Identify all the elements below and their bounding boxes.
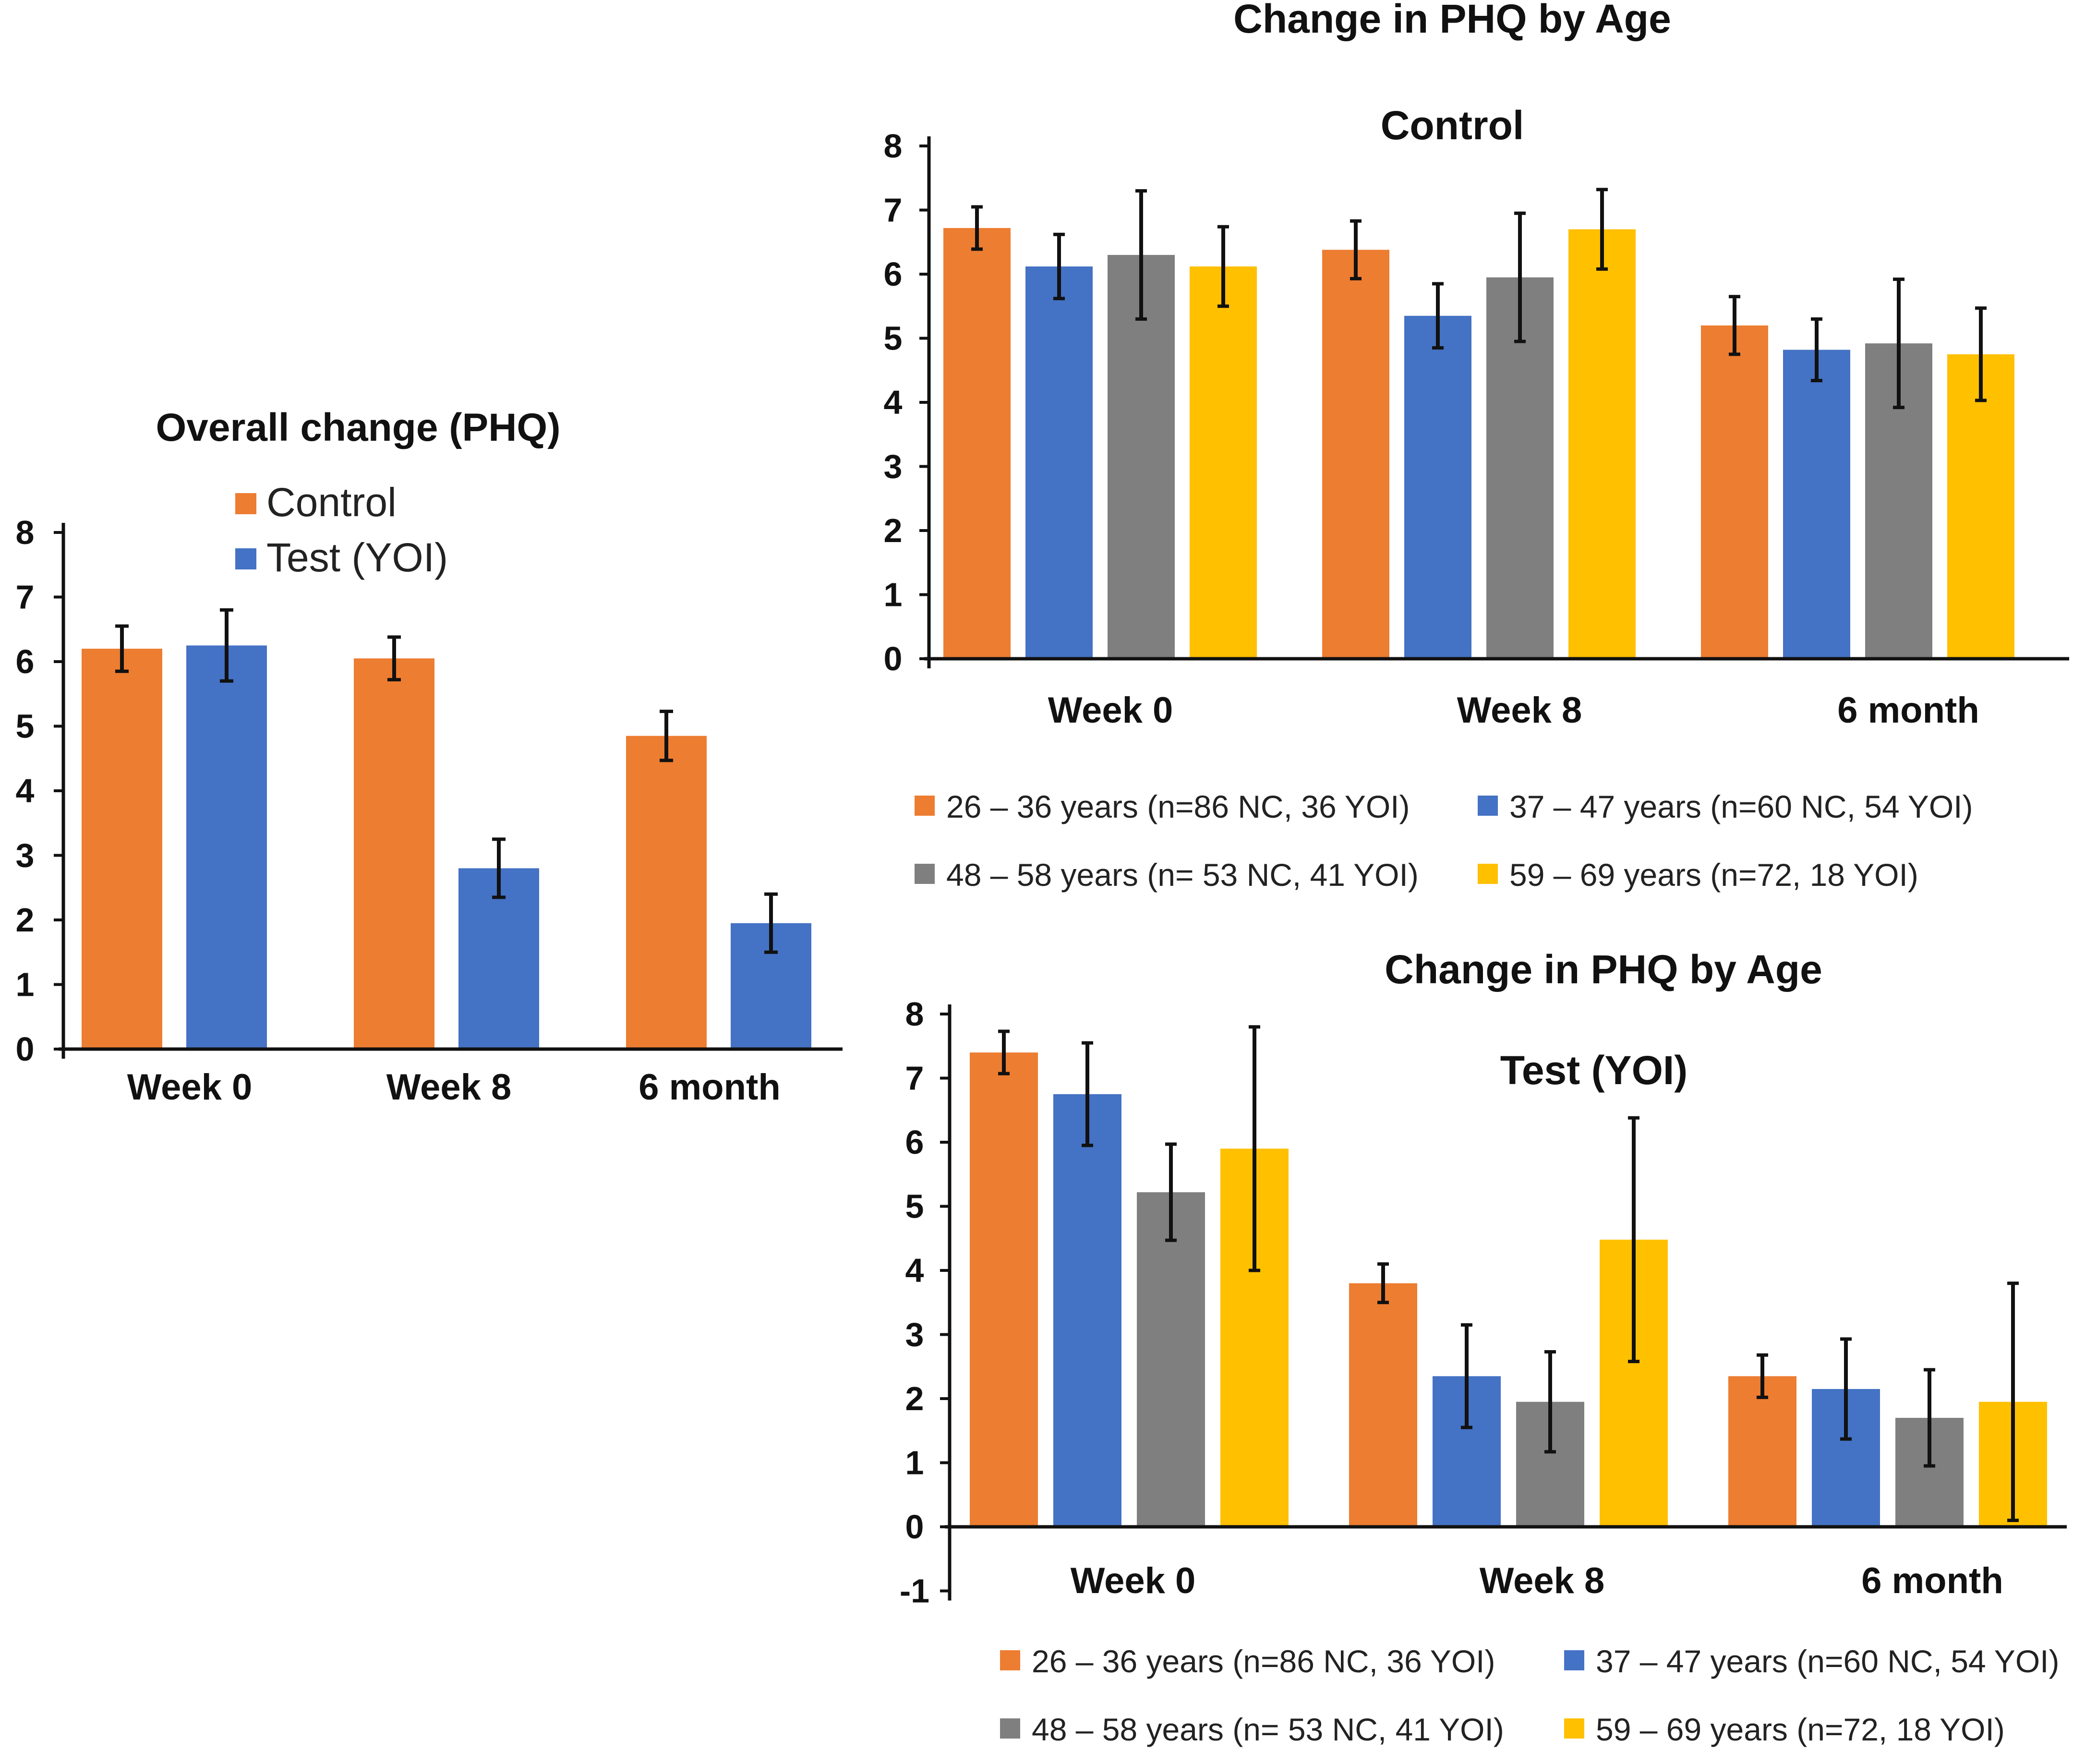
overall-y-tick-label-4: 4 (16, 772, 35, 810)
control-legend-swatch-2 (1478, 796, 1498, 816)
test-y-tick-label-5: 5 (905, 1188, 924, 1225)
overall-y-tick-label-2: 2 (16, 901, 35, 939)
overall-y-tick-label-5: 5 (16, 708, 35, 745)
control-bar-2-2 (1404, 315, 1471, 659)
control-legend-swatch-3 (915, 864, 935, 884)
overall-change-chart: Overall change (PHQ) 0 1 2 3 4 5 6 7 8 Week 0 Week… (16, 406, 843, 1108)
control-legend-swatch-1 (915, 796, 935, 816)
test-category-label-3: 6 month (1861, 1560, 2003, 1601)
test-chart-title: Change in PHQ by Age (1385, 947, 1822, 992)
test-bar-1-3 (1728, 1376, 1796, 1527)
overall-y-tick-label-8: 8 (16, 514, 35, 551)
test-y-tick-label-1: 1 (905, 1444, 924, 1482)
overall-y-tick-label-0: 0 (16, 1030, 35, 1068)
test-legend-swatch-2 (1564, 1650, 1584, 1670)
control-legend-label-1: 26 – 36 years (n=86 NC, 36 YOI) (946, 789, 1410, 824)
test-y-tick-label-3: 3 (905, 1316, 924, 1353)
test-y-tick-label-2: 2 (905, 1380, 924, 1417)
overall-bar-1-1 (82, 649, 162, 1049)
control-bar-4-3 (1947, 354, 2014, 659)
control-bar-4-1 (1190, 266, 1257, 659)
control-legend-label-3: 48 – 58 years (n= 53 NC, 41 YOI) (946, 857, 1419, 893)
test-chart-subtitle: Test (YOI) (1500, 1048, 1687, 1093)
control-legend-label-4: 59 – 69 years (n=72, 18 YOI) (1509, 857, 1918, 893)
overall-category-label-3: 6 month (639, 1067, 781, 1108)
control-legend-swatch-4 (1478, 864, 1498, 884)
test-bar-3-1 (1137, 1192, 1205, 1527)
overall-y-tick-label-7: 7 (16, 579, 35, 616)
test-y-tick-label-0: 0 (905, 1508, 924, 1546)
control-y-tick-label-7: 7 (884, 192, 903, 229)
control-bar-1-1 (943, 228, 1011, 659)
test-y-tick-label-6: 6 (905, 1124, 924, 1161)
control-category-label-2: Week 8 (1457, 690, 1582, 731)
test-y-tick-label-7: 7 (905, 1060, 924, 1097)
overall-bar-1-2 (354, 658, 434, 1049)
overall-chart-title: Overall change (PHQ) (156, 406, 560, 449)
control-y-tick-label-3: 3 (884, 448, 903, 485)
overall-bar-2-1 (186, 645, 267, 1049)
test-y-tick-label-8: 8 (905, 995, 924, 1033)
control-chart-subtitle: Control (1381, 103, 1524, 148)
test-legend-label-4: 59 – 69 years (n=72, 18 YOI) (1596, 1712, 2005, 1747)
control-y-tick-label-4: 4 (884, 384, 903, 421)
control-age-chart: Change in PHQ by Age Control 0 1 2 3 4 5 6 7 8 We… (884, 0, 2069, 893)
test-bar-1-1 (970, 1052, 1038, 1527)
test-category-label-1: Week 0 (1071, 1560, 1196, 1601)
test-legend-swatch-1 (1000, 1650, 1020, 1670)
control-y-tick-label-1: 1 (884, 576, 903, 614)
overall-category-label-2: Week 8 (386, 1067, 512, 1108)
control-y-tick-label-5: 5 (884, 320, 903, 357)
overall-y-tick-label-1: 1 (16, 966, 35, 1003)
control-y-tick-label-8: 8 (884, 127, 903, 165)
overall-bar-1-3 (626, 736, 707, 1049)
test-bar-2-1 (1053, 1094, 1121, 1527)
control-y-tick-label-2: 2 (884, 512, 903, 549)
control-bar-2-3 (1783, 350, 1850, 659)
overall-legend-swatch-2 (235, 548, 256, 569)
test-legend-swatch-4 (1564, 1718, 1584, 1739)
test-age-chart: Change in PHQ by Age Test (YOI) -1 0 1 2 3 4 5… (900, 947, 2067, 1747)
control-category-label-1: Week 0 (1048, 690, 1173, 731)
control-y-tick-label-0: 0 (884, 640, 903, 677)
test-legend-swatch-3 (1000, 1718, 1020, 1739)
overall-legend-label-2: Test (YOI) (266, 535, 448, 580)
test-y-tick-label-4: 4 (905, 1252, 924, 1289)
test-legend-label-1: 26 – 36 years (n=86 NC, 36 YOI) (1032, 1643, 1495, 1679)
test-y-tick-label--1: -1 (900, 1572, 929, 1610)
control-chart-title: Change in PHQ by Age (1233, 0, 1671, 41)
overall-category-label-1: Week 0 (127, 1067, 253, 1108)
control-category-label-3: 6 month (1837, 690, 1979, 731)
control-bar-4-2 (1568, 229, 1636, 659)
test-legend-label-3: 48 – 58 years (n= 53 NC, 41 YOI) (1032, 1712, 1504, 1747)
control-bar-2-1 (1025, 266, 1093, 659)
overall-y-tick-label-6: 6 (16, 643, 35, 680)
overall-legend-swatch-1 (235, 493, 256, 514)
overall-y-tick-label-3: 3 (16, 837, 35, 874)
control-legend-label-2: 37 – 47 years (n=60 NC, 54 YOI) (1509, 789, 1973, 824)
test-legend-label-2: 37 – 47 years (n=60 NC, 54 YOI) (1596, 1643, 2059, 1679)
overall-legend-label-1: Control (266, 480, 397, 525)
control-bar-1-2 (1322, 250, 1389, 659)
control-y-tick-label-6: 6 (884, 255, 903, 293)
control-bar-1-3 (1701, 325, 1768, 659)
test-category-label-2: Week 8 (1480, 1560, 1605, 1601)
control-bar-3-1 (1108, 254, 1175, 659)
test-bar-1-2 (1349, 1283, 1417, 1527)
